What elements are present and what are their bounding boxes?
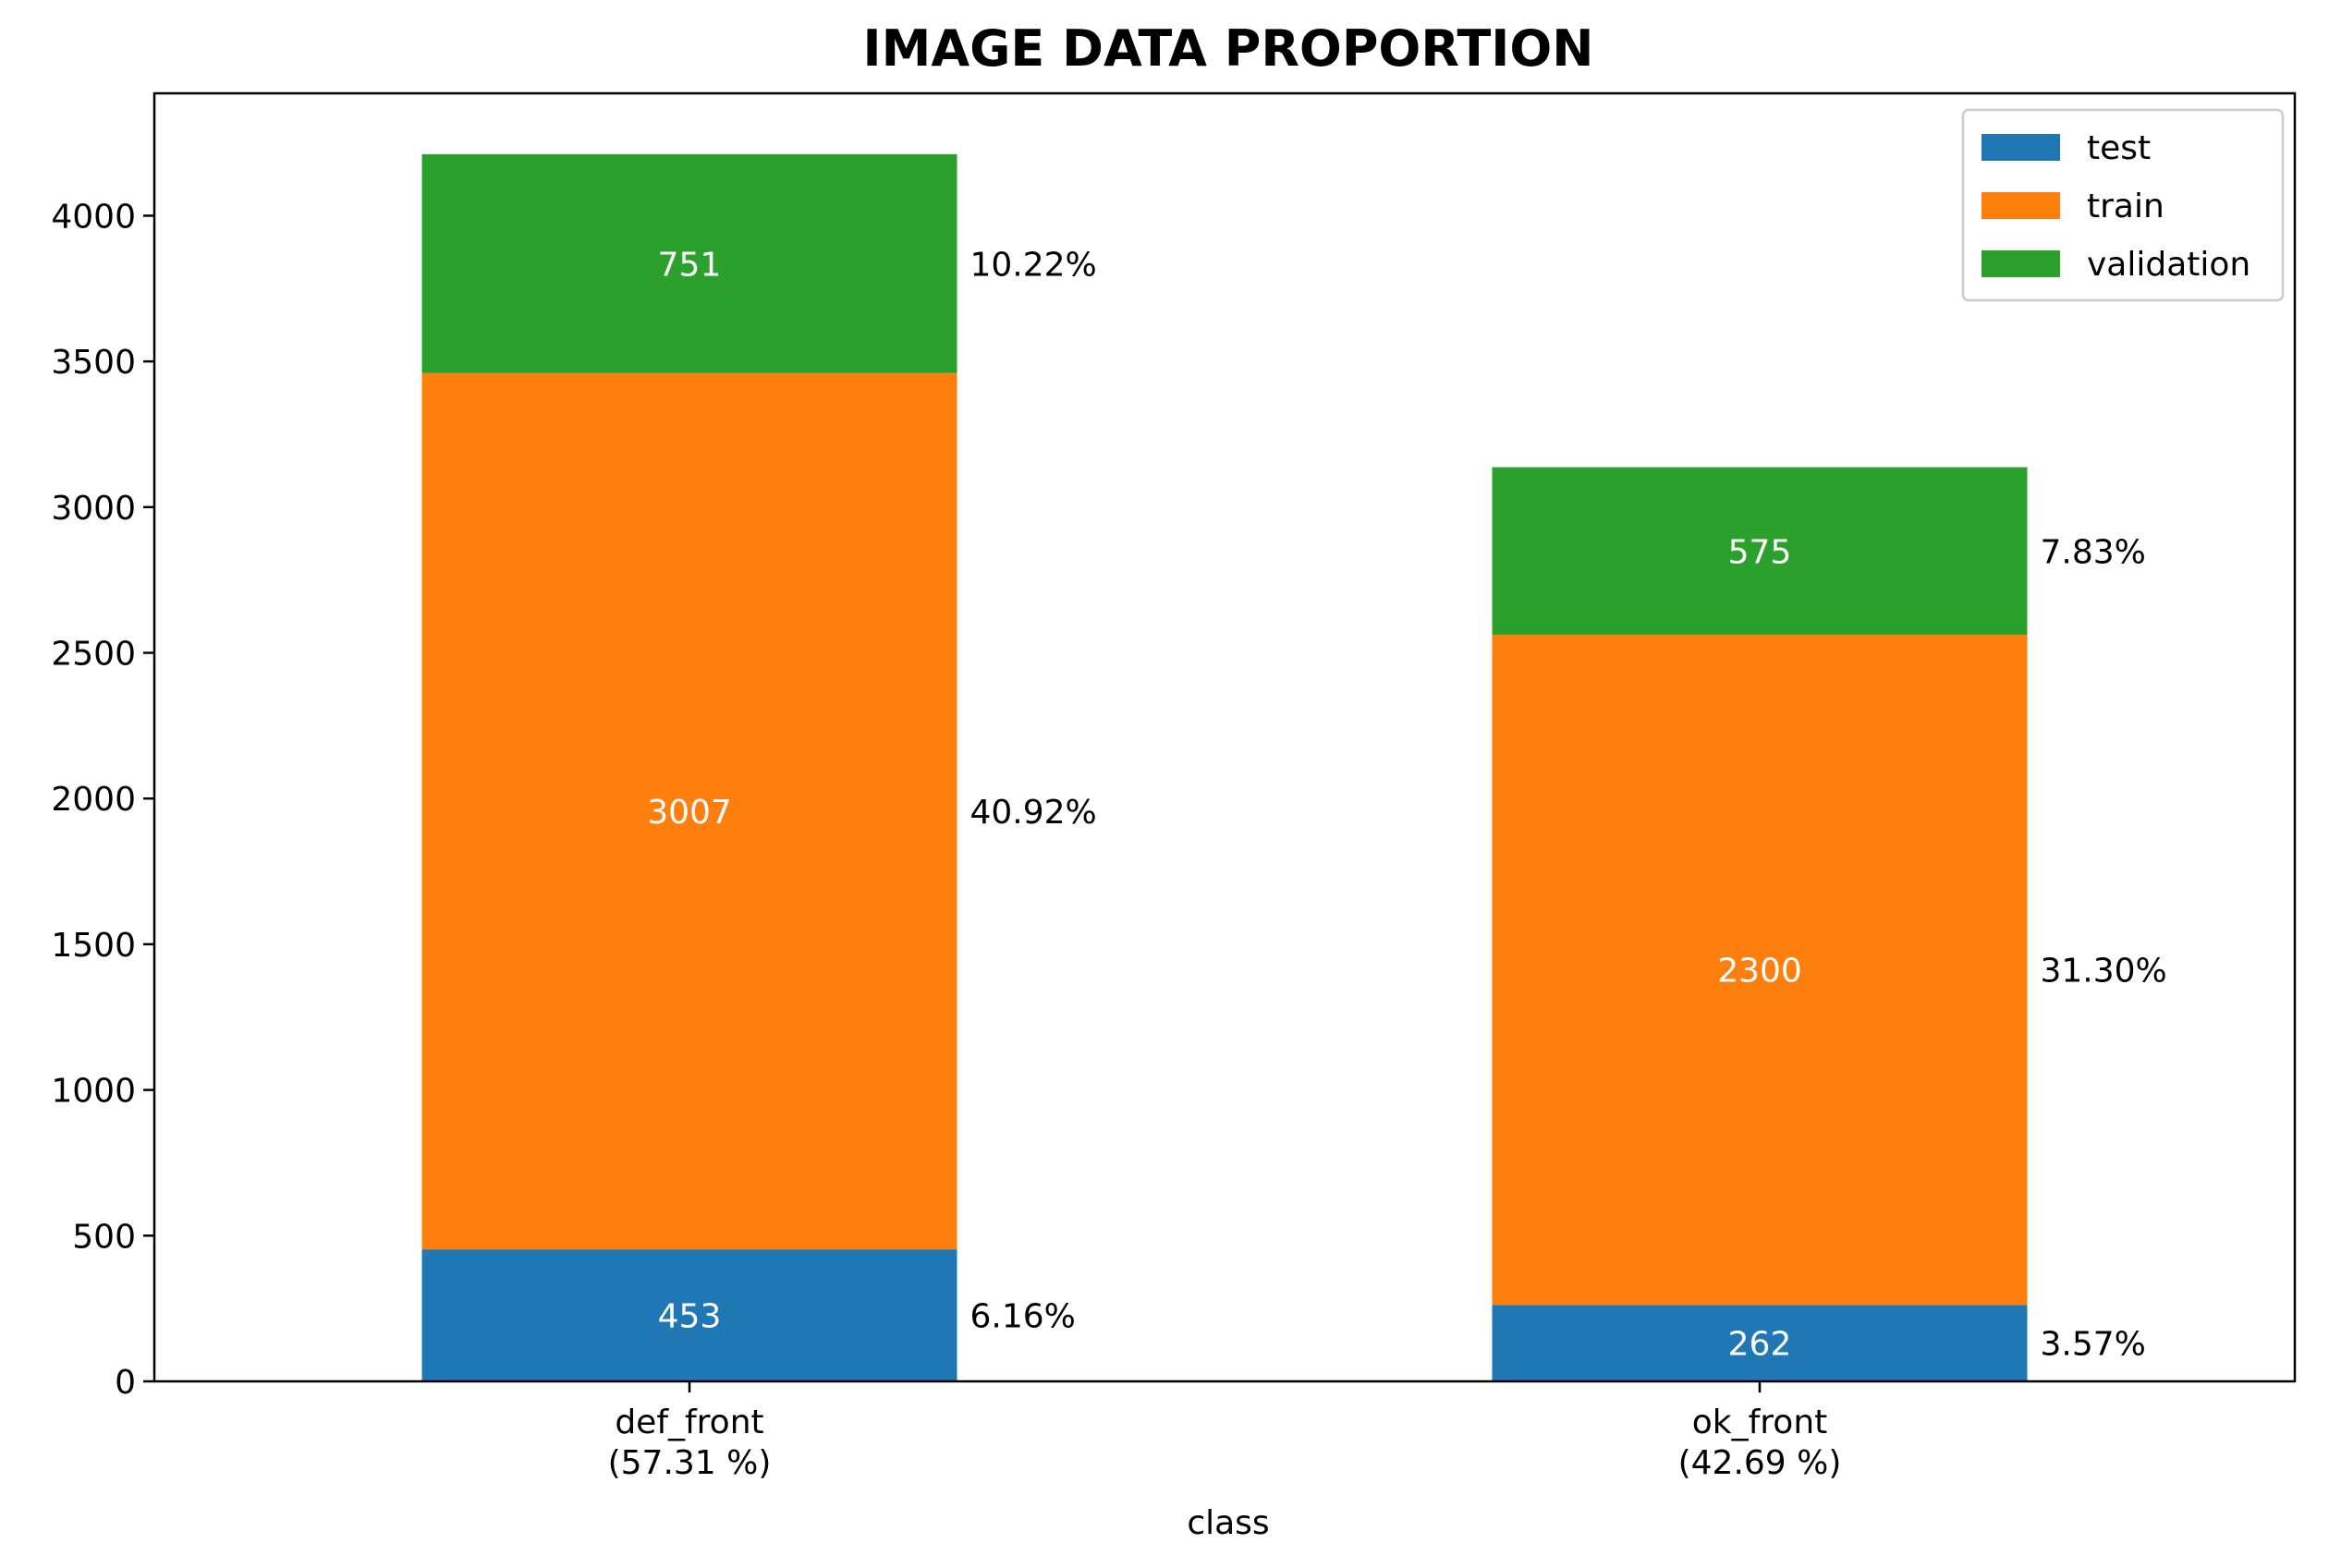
legend-label-validation: validation bbox=[2087, 246, 2250, 284]
x-tick-label: ok_front bbox=[1692, 1404, 1828, 1441]
y-tick-label: 4000 bbox=[51, 198, 136, 236]
bar-percent-label: 3.57% bbox=[2041, 1326, 2146, 1364]
legend: test train validation bbox=[1961, 108, 2285, 302]
bar-value-label: 3007 bbox=[647, 794, 732, 832]
bar-percent-label: 31.30% bbox=[2041, 953, 2167, 991]
bar-percent-label: 7.83% bbox=[2041, 533, 2146, 571]
legend-swatch-train bbox=[1981, 192, 2060, 219]
bar-value-label: 453 bbox=[658, 1298, 722, 1336]
x-axis: def_front(57.31 %) ok_front(42.69 %) bbox=[608, 1381, 1842, 1482]
legend-label-train: train bbox=[2087, 188, 2164, 225]
y-tick-label: 500 bbox=[72, 1218, 136, 1256]
bar-percent-label: 40.92% bbox=[970, 794, 1097, 832]
x-tick-subtitle: (57.31 %) bbox=[608, 1444, 772, 1482]
chart-title: IMAGE DATA PROPORTION bbox=[862, 19, 1593, 78]
y-axis: 0 500 1000 1500 2000 2500 3000 3500 4000 bbox=[51, 198, 154, 1402]
bar-validation-ok_front bbox=[1492, 467, 2028, 635]
bar-test-ok_front bbox=[1492, 1305, 2028, 1381]
y-tick-label: 1500 bbox=[51, 927, 136, 965]
bar-value-label: 2300 bbox=[1717, 953, 1802, 991]
y-tick-label: 2000 bbox=[51, 781, 136, 819]
plot-frame bbox=[152, 91, 2297, 1383]
legend-swatch-validation bbox=[1981, 250, 2060, 277]
y-tick-label: 0 bbox=[115, 1364, 136, 1402]
bar-train-def_front bbox=[421, 372, 957, 1250]
bar-value-label: 751 bbox=[658, 246, 722, 284]
value-labels-layer: 453 6.16% 3007 40.92% 751 10.22% 262 3.57% 2300 3… bbox=[647, 246, 2167, 1363]
bar-validation-def_front bbox=[421, 153, 957, 373]
bar-train-ok_front bbox=[1492, 634, 2028, 1306]
bar-percent-label: 6.16% bbox=[970, 1298, 1076, 1336]
bar-value-label: 575 bbox=[1728, 533, 1792, 571]
x-tick-label: def_front bbox=[615, 1404, 763, 1441]
y-tick-label: 3000 bbox=[51, 490, 136, 528]
bars-layer bbox=[421, 153, 2028, 1381]
bar-test-def_front bbox=[421, 1249, 957, 1381]
legend-swatch-test bbox=[1981, 134, 2060, 161]
x-tick-subtitle: (42.69 %) bbox=[1678, 1444, 1842, 1482]
legend-label-test: test bbox=[2087, 129, 2151, 167]
bar-value-label: 262 bbox=[1728, 1326, 1792, 1364]
y-tick-label: 1000 bbox=[51, 1073, 136, 1111]
y-tick-label: 2500 bbox=[51, 636, 136, 674]
x-axis-label: class bbox=[1187, 1504, 1269, 1542]
y-tick-label: 3500 bbox=[51, 344, 136, 382]
bar-percent-label: 10.22% bbox=[970, 246, 1097, 284]
